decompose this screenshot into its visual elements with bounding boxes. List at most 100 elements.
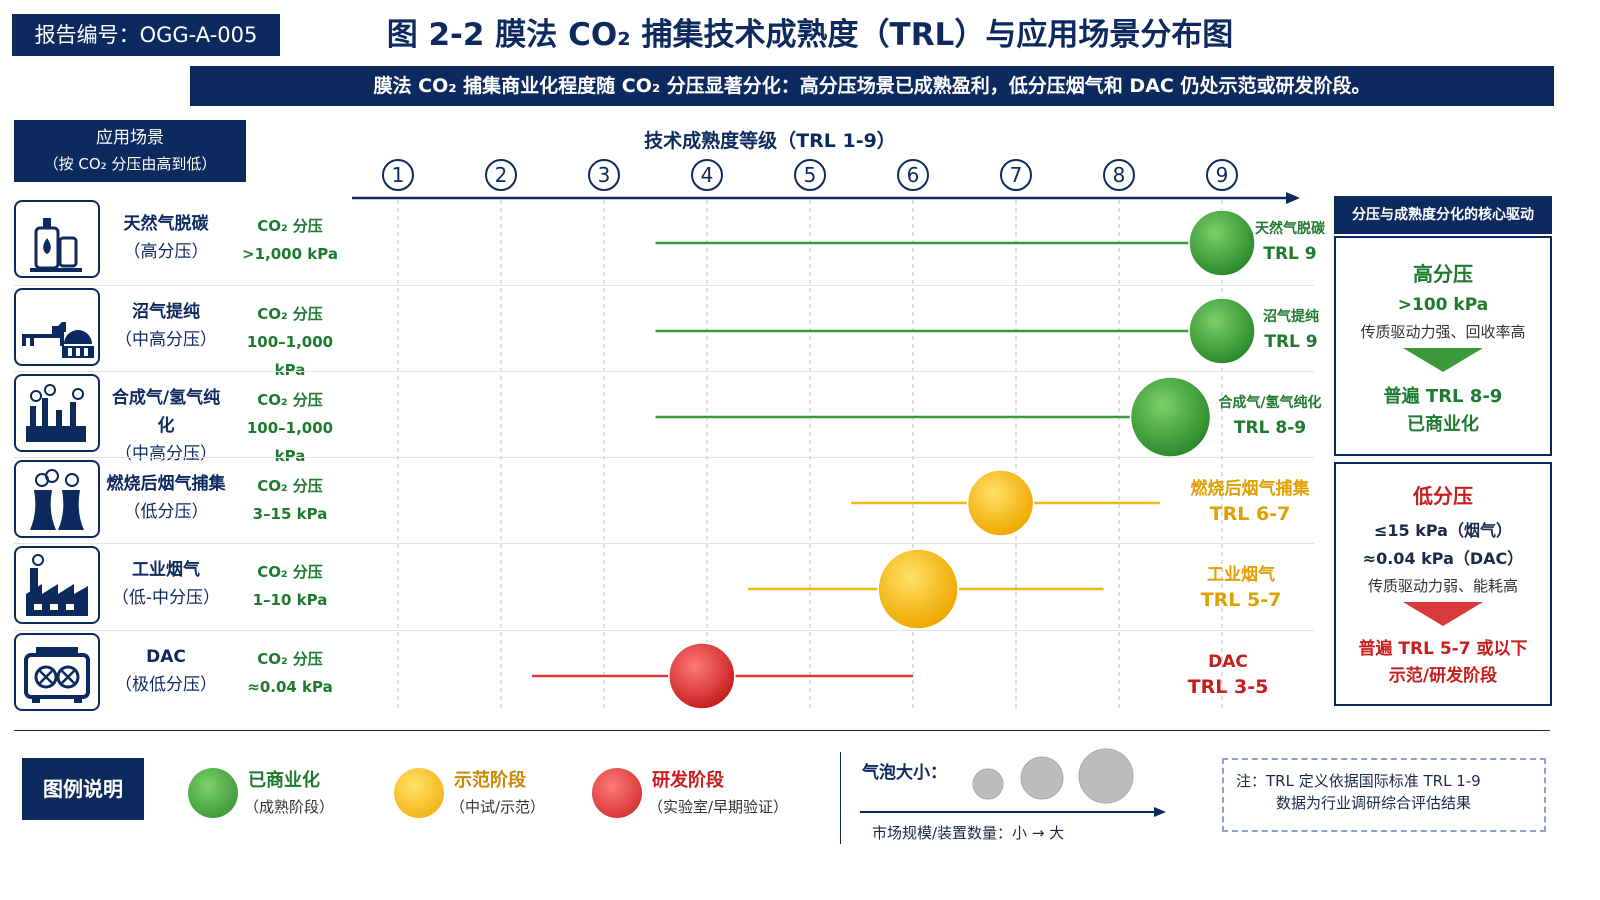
end-label-name: DAC: [1208, 652, 1248, 672]
legend-sub-rd: （实验室/早期验证）: [648, 798, 789, 816]
scene-pressure-class: （高分压）: [123, 242, 209, 262]
high-pressure-value: >100 kPa: [1397, 295, 1489, 315]
scene-header-title: 应用场景: [96, 128, 164, 148]
scene-name-5: DAC （极低分压）: [104, 643, 228, 699]
tick-label-9: 9: [1216, 163, 1229, 187]
scene-pressure-4: CO₂ 分压 1–10 kPa: [230, 558, 350, 614]
scene-pressure-0: CO₂ 分压 >1,000 kPa: [230, 212, 350, 268]
green-down-arrow-icon: [1403, 348, 1483, 372]
scene-title: 工业烟气: [132, 560, 200, 580]
end-label-name: 合成气/氢气纯化: [1218, 395, 1322, 411]
end-label-name: 工业烟气: [1207, 565, 1275, 585]
trl-bubble-4: [877, 548, 959, 630]
scene-pressure-1: CO₂ 分压 100–1,000 kPa: [230, 300, 350, 384]
note-line-1: 注：TRL 定义依据国际标准 TRL 1-9: [1236, 772, 1481, 790]
tick-label-5: 5: [804, 163, 817, 187]
tick-circle-3: [588, 159, 620, 191]
legend-item-demo: 示范阶段 （中试/示范）: [394, 766, 594, 822]
scene-name-3: 燃烧后烟气捕集 （低分压）: [104, 470, 228, 526]
end-label-trl: TRL 9: [1264, 332, 1318, 352]
trl-ticks: 1 2 3 4 5 6 7 8 9: [382, 159, 1238, 191]
high-pressure-panel: 高分压 >100 kPa 传质驱动力强、回收率高 普遍 TRL 8-9 已商业化: [1334, 236, 1552, 456]
legend-item-commercial: 已商业化 （成熟阶段）: [188, 766, 388, 822]
scene-name-1: 沼气提纯 （中高分压）: [104, 298, 228, 354]
tick-circle-8: [1103, 159, 1135, 191]
tick-circle-6: [897, 159, 929, 191]
low-pressure-desc: 传质驱动力弱、能耗高: [1367, 577, 1518, 595]
legend-vertical-divider: [840, 752, 841, 844]
low-pressure-result1: 普遍 TRL 5-7 或以下: [1358, 639, 1528, 659]
pressure-label: CO₂ 分压: [257, 391, 323, 409]
pressure-label: CO₂ 分压: [257, 563, 323, 581]
trl-bubble-2: [1129, 376, 1212, 458]
bubble-small: [972, 768, 1004, 800]
pressure-value: >1,000 kPa: [242, 245, 338, 263]
note-box: 注：TRL 定义依据国际标准 TRL 1-9 数据为行业调研综合评估结果: [1222, 758, 1546, 832]
scene-title: 燃烧后烟气捕集: [106, 474, 226, 494]
scene-pressure-2: CO₂ 分压 100–1,000 kPa: [230, 386, 350, 470]
bubble-size-axis-label: 市场规模/装置数量：小 → 大: [872, 824, 1065, 842]
scene-pressure-class: （低分压）: [123, 502, 209, 522]
trl-bubble-5: [668, 642, 736, 710]
scene-pressure-class: （中高分压）: [115, 444, 217, 464]
row-separator: [14, 371, 1314, 372]
pressure-value: 3–15 kPa: [252, 505, 328, 523]
tick-label-6: 6: [907, 163, 920, 187]
end-label-name: 天然气脱碳: [1255, 221, 1325, 237]
tick-circle-9: [1206, 159, 1238, 191]
row-end-label-1: 沼气提纯 TRL 9: [1256, 305, 1326, 355]
tick-circle-4: [691, 159, 723, 191]
dac-unit-icon: [14, 633, 100, 711]
trl-bubble-3: [966, 469, 1035, 537]
tick-label-4: 4: [701, 163, 714, 187]
low-pressure-title: 低分压: [1413, 484, 1473, 508]
driver-panel-header: 分压与成熟度分化的核心驱动: [1334, 196, 1552, 234]
end-label-name: 燃烧后烟气捕集: [1190, 479, 1310, 499]
red-down-arrow-icon: [1403, 602, 1483, 626]
gas-tank-flame-icon: [14, 200, 100, 278]
subtitle-banner: 膜法 CO₂ 捕集商业化程度随 CO₂ 分压显著分化：高分压场景已成熟盈利，低分…: [190, 66, 1554, 106]
pressure-value: 1–10 kPa: [252, 591, 328, 609]
low-pressure-panel: 低分压 ≤15 kPa（烟气） ≈0.04 kPa（DAC） 传质驱动力弱、能耗…: [1334, 462, 1552, 706]
end-label-name: 沼气提纯: [1263, 309, 1319, 325]
bubble-size-scale: [972, 748, 1134, 804]
scene-pressure-5: CO₂ 分压 ≈0.04 kPa: [230, 645, 350, 701]
scene-header-subtitle: （按 CO₂ 分压由高到低）: [43, 155, 217, 173]
legend-divider: [14, 730, 1550, 731]
bubble-medium: [1020, 756, 1064, 800]
bubble-size-title: 气泡大小：: [862, 763, 947, 783]
end-label-trl: TRL 3-5: [1187, 676, 1269, 698]
scene-name-4: 工业烟气 （低-中分压）: [104, 556, 228, 612]
x-axis-arrow: [1286, 192, 1300, 204]
page-title: 图 2-2 膜法 CO₂ 捕集技术成熟度（TRL）与应用场景分布图: [386, 17, 1234, 53]
scene-title: DAC: [146, 647, 186, 667]
pressure-label: CO₂ 分压: [257, 477, 323, 495]
bubble-size-arrow: [860, 807, 1166, 817]
trl-bubble-1: [1188, 297, 1256, 365]
factory-icon: [14, 546, 100, 624]
end-label-trl: TRL 5-7: [1200, 589, 1282, 611]
row-separator: [14, 285, 1314, 286]
end-label-trl: TRL 6-7: [1209, 503, 1291, 525]
legend-title: 图例说明: [22, 758, 144, 820]
scene-pressure-3: CO₂ 分压 3–15 kPa: [230, 472, 350, 528]
legend-dot-red: [592, 768, 642, 818]
legend-label-rd: 研发阶段: [652, 770, 724, 791]
note-line-2: 数据为行业调研综合评估结果: [1276, 794, 1472, 812]
legend-dot-yellow: [394, 768, 444, 818]
end-label-trl: TRL 9: [1263, 244, 1317, 264]
legend-label-commercial: 已商业化: [248, 770, 320, 791]
scene-pressure-class: （极低分压）: [115, 675, 217, 695]
cooling-tower-icon: [14, 460, 100, 538]
row-separator: [14, 630, 1314, 631]
bubble-large: [1078, 748, 1134, 804]
row-end-label-5: DAC TRL 3-5: [1178, 650, 1278, 700]
high-pressure-title: 高分压: [1413, 262, 1473, 286]
tick-label-1: 1: [392, 163, 405, 187]
tick-circle-5: [794, 159, 826, 191]
pressure-value: 100–1,000 kPa: [246, 419, 334, 465]
cow-biogas-icon: [14, 288, 100, 366]
pressure-value: ≈0.04 kPa: [247, 678, 333, 696]
row-end-label-0: 天然气脱碳 TRL 9: [1252, 217, 1328, 267]
row-end-label-3: 燃烧后烟气捕集 TRL 6-7: [1180, 477, 1320, 527]
